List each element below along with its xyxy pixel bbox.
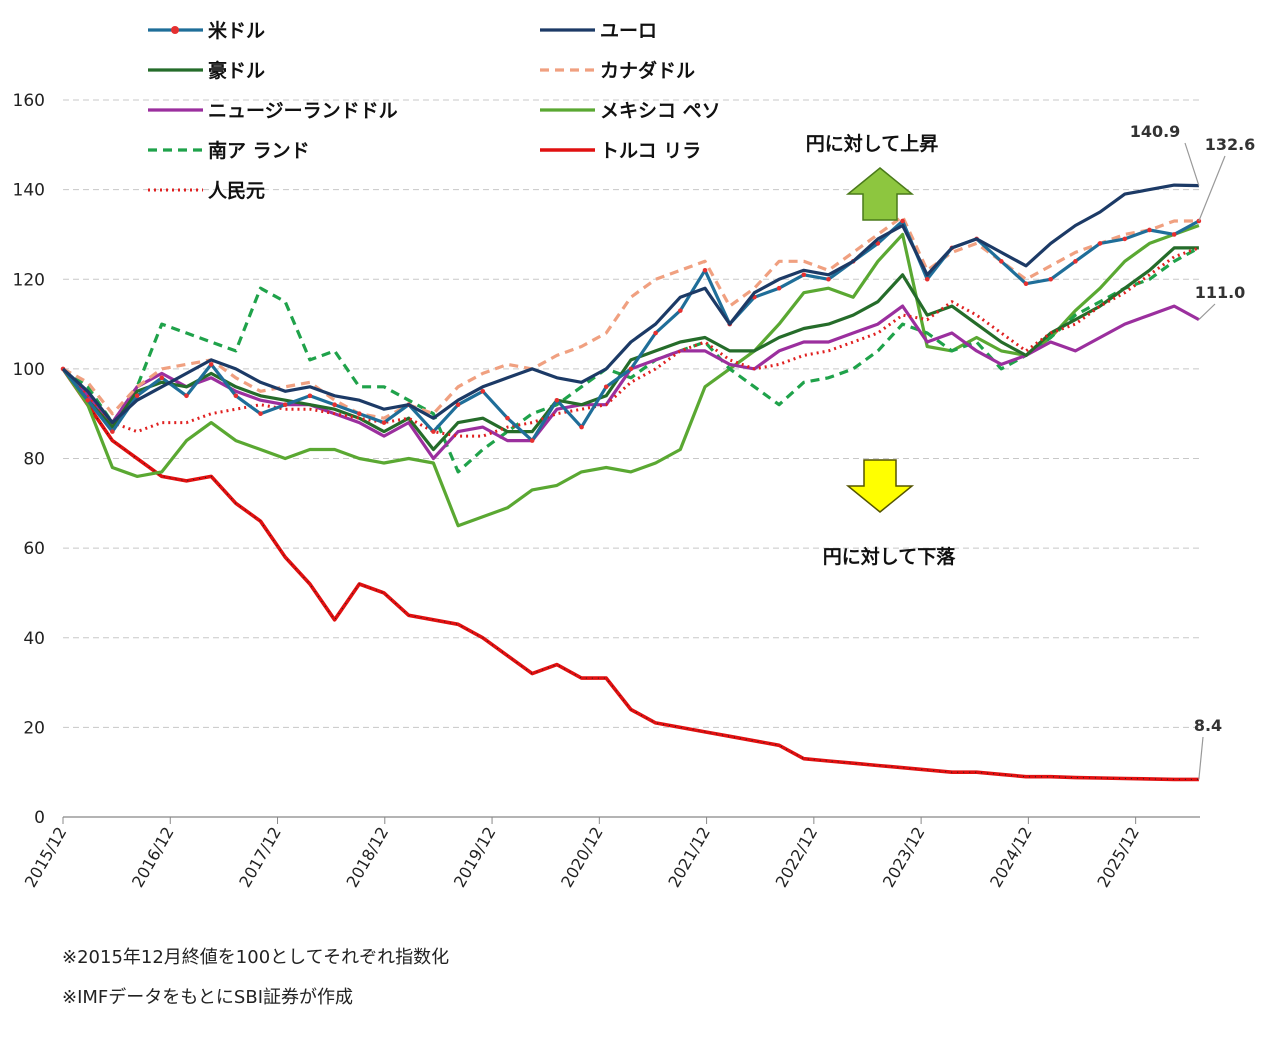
- label-leader: [1198, 303, 1216, 321]
- label-leader: [1198, 736, 1204, 780]
- y-tick-label: 120: [13, 270, 45, 290]
- x-axis: 2015/12 2016/12 2017/12 2018/12 2019/12 2020/…: [21, 816, 1200, 891]
- data-point: [110, 429, 115, 434]
- data-point: [134, 393, 140, 399]
- series-line-6: [62, 246, 1200, 474]
- y-tick-label: 100: [13, 360, 45, 380]
- y-tick-label: 160: [13, 91, 45, 111]
- legend-label: 米ドル: [208, 19, 265, 42]
- y-tick-label: 80: [23, 450, 45, 470]
- legend-label: ユーロ: [600, 20, 657, 42]
- note-index-basis: ※2015年12月終値を100としてそれぞれ指数化: [62, 947, 450, 968]
- data-point: [208, 362, 214, 367]
- legend-label: 人民元: [208, 180, 265, 202]
- data-point: [381, 420, 387, 425]
- series-line-3: [62, 214, 1199, 420]
- data-point: [85, 397, 90, 403]
- x-tick-label: 2017/12: [235, 824, 285, 891]
- data-point: [628, 366, 634, 372]
- data-point: [184, 393, 189, 399]
- data-point: [1048, 276, 1054, 282]
- data-point: [603, 384, 609, 390]
- series-line-2: [61, 246, 1199, 452]
- data-point: [1171, 232, 1177, 237]
- data-point: [431, 429, 436, 434]
- x-tick-label: 2023/12: [879, 824, 929, 891]
- end-value-label: 8.4: [1194, 716, 1222, 735]
- up-label: 円に対して上昇: [806, 132, 938, 155]
- series-line-0: [61, 219, 1200, 443]
- y-tick-label: 20: [23, 718, 45, 738]
- x-tick-label: 2016/12: [128, 824, 178, 891]
- data-point: [505, 415, 510, 421]
- x-tick-label: 2021/12: [664, 824, 714, 891]
- data-point: [1147, 227, 1152, 233]
- x-tick-label: 2025/12: [1093, 824, 1143, 891]
- data-point: [1097, 241, 1103, 246]
- data-point: [307, 393, 313, 399]
- data-point: [702, 267, 708, 273]
- x-tick-label: 2019/12: [450, 824, 500, 891]
- data-point: [529, 438, 535, 443]
- up-arrow-icon: [845, 167, 915, 221]
- x-tick-label: 2015/12: [21, 824, 71, 891]
- data-point: [826, 276, 831, 282]
- data-point: [233, 393, 239, 399]
- data-point: [1073, 259, 1078, 264]
- data-point: [999, 259, 1004, 264]
- data-point: [776, 285, 782, 291]
- end-value-label: 132.6: [1205, 135, 1256, 154]
- data-point: [357, 411, 362, 416]
- data-point: [258, 411, 263, 416]
- end-value-label: 111.0: [1195, 283, 1246, 302]
- series-line-1: [61, 183, 1199, 425]
- data-point: [455, 402, 461, 408]
- end-value-labels: 140.9 132.6 111.0 8.4: [1130, 122, 1256, 780]
- x-tick-label: 2024/12: [986, 824, 1036, 891]
- down-label: 円に対して下落: [823, 545, 956, 568]
- data-point: [554, 397, 560, 403]
- note-source: ※IMFデータをもとにSBI証券が作成: [62, 987, 353, 1008]
- legend-label: 豪ドル: [208, 59, 265, 82]
- data-point: [579, 424, 584, 430]
- data-point: [924, 276, 930, 282]
- x-tick-label: 2020/12: [557, 824, 607, 891]
- data-point: [801, 272, 807, 278]
- y-axis: 0 20 40 60 80 100 120 140 160: [13, 91, 64, 828]
- label-leader: [1198, 155, 1226, 222]
- data-point: [1023, 281, 1029, 287]
- data-point: [332, 402, 337, 408]
- y-tick-label: 140: [13, 181, 45, 201]
- down-arrow-icon: [845, 459, 915, 513]
- legend-label: 南ア ランド: [208, 140, 310, 162]
- series-line-5: [61, 223, 1200, 528]
- data-point: [282, 402, 288, 408]
- series-line-7: [61, 367, 1199, 782]
- legend-label: カナダドル: [600, 59, 695, 82]
- data-point: [159, 375, 165, 381]
- data-point: [678, 308, 683, 313]
- data-point: [900, 218, 905, 224]
- x-tick-label: 2022/12: [772, 824, 822, 891]
- legend-label: メキシコ ペソ: [600, 100, 721, 122]
- legend-label: トルコ リラ: [600, 140, 701, 162]
- fx-index-line-chart: 0 20 40 60 80 100 120 140 160 2015/12 2016/12 2017…: [13, 19, 1256, 891]
- direction-arrows: 円に対して上昇 円に対して下落: [806, 132, 956, 568]
- y-tick-label: 40: [23, 629, 45, 649]
- label-leader: [1184, 142, 1200, 186]
- series-line-4: [61, 304, 1200, 461]
- series-line-overlay: [62, 368, 1199, 780]
- data-point: [1122, 236, 1128, 242]
- legend-label: ニュージーランドドル: [208, 100, 398, 122]
- series-lines: [60, 183, 1202, 782]
- legend-marker: [171, 26, 179, 34]
- y-tick-label: 60: [23, 539, 45, 559]
- data-point: [653, 330, 658, 336]
- data-point: [875, 241, 881, 246]
- y-tick-label: 0: [34, 808, 45, 828]
- data-point: [480, 388, 486, 394]
- end-value-label: 140.9: [1130, 122, 1181, 141]
- x-tick-label: 2018/12: [343, 824, 393, 891]
